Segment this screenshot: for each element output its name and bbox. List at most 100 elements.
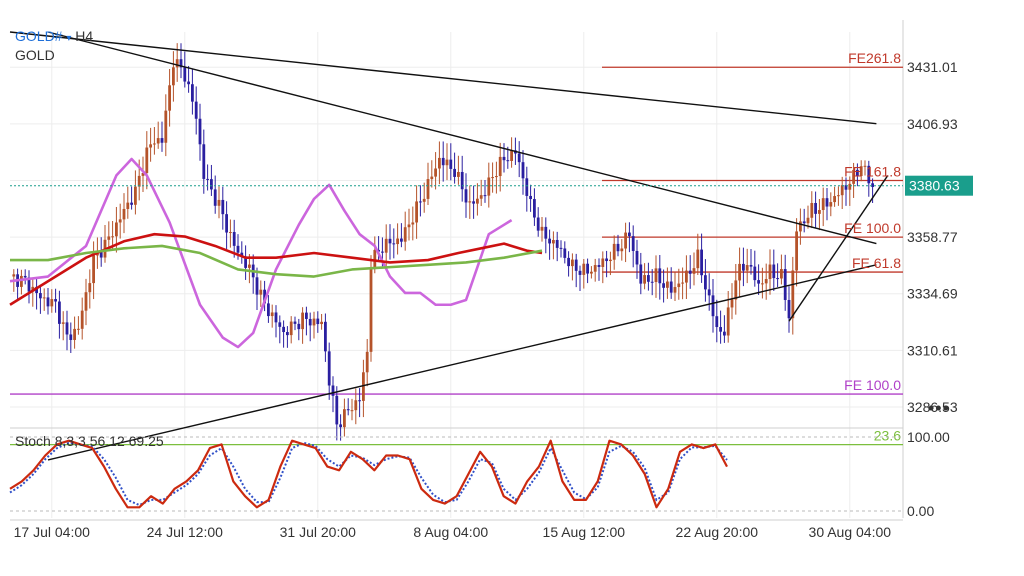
- candle-body: [381, 251, 384, 253]
- candle-body: [122, 208, 126, 220]
- candle-body: [529, 195, 532, 200]
- candle-body: [373, 249, 377, 269]
- candle-body: [616, 243, 620, 252]
- candle-body: [818, 210, 821, 214]
- candle-body: [476, 198, 479, 204]
- candle-body: [422, 198, 426, 202]
- candle-body: [601, 258, 605, 267]
- trendline: [9, 31, 877, 125]
- candle-body: [829, 202, 833, 207]
- candle-body: [540, 226, 544, 231]
- candle-body: [20, 275, 23, 287]
- candle-body: [145, 147, 149, 173]
- candle-body: [457, 171, 460, 177]
- time-axis-label: 17 Jul 04:00: [14, 524, 90, 540]
- moving-average-line: [9, 232, 543, 306]
- candle-body: [487, 177, 491, 196]
- timeframe-label: H4: [75, 28, 94, 44]
- candle-body: [407, 224, 411, 228]
- candle-body: [521, 162, 525, 179]
- candle-body: [590, 271, 593, 274]
- candle-body: [308, 318, 312, 326]
- candle-body: [453, 168, 456, 177]
- candle-body: [12, 274, 16, 277]
- candle-body: [559, 247, 563, 249]
- candle-body: [419, 201, 422, 203]
- stoch-axis-label: 100.00: [907, 429, 950, 445]
- candle-body: [335, 395, 339, 425]
- price-axis-label: 3310.61: [907, 342, 958, 358]
- candle-body: [810, 202, 814, 218]
- candle-body: [343, 409, 346, 428]
- candle-body: [134, 186, 137, 205]
- candle-body: [764, 279, 768, 284]
- more-menu-icon[interactable]: •••: [928, 398, 950, 418]
- stoch-main-line: [9, 439, 728, 509]
- candle-body: [821, 198, 825, 211]
- candle-body: [525, 178, 529, 196]
- candle-body: [840, 185, 844, 196]
- candle-body: [312, 318, 316, 326]
- candle-body: [586, 263, 589, 274]
- candle-body: [658, 268, 662, 284]
- candle-body: [183, 67, 187, 82]
- candle-body: [293, 321, 297, 324]
- candle-body: [620, 248, 624, 252]
- candle-body: [39, 293, 42, 299]
- fib-level-label: FE 161.8: [844, 163, 901, 179]
- chevron-down-icon[interactable]: ▾: [66, 33, 72, 44]
- candle-body: [141, 172, 145, 176]
- candle-body: [54, 299, 57, 302]
- symbol-label: GOLD#: [15, 28, 63, 44]
- candle-body: [506, 160, 510, 162]
- candle-body: [639, 264, 643, 284]
- fib-level-label: 23.6: [874, 428, 901, 444]
- candle-body: [191, 84, 194, 102]
- trendline: [47, 264, 877, 461]
- price-axis-label: 3286.53: [907, 399, 958, 415]
- candle-body: [206, 178, 209, 180]
- candle-body: [848, 183, 852, 190]
- candle-body: [179, 59, 183, 68]
- candle-body: [669, 281, 673, 293]
- candle-body: [324, 321, 327, 352]
- candle-body: [426, 179, 430, 199]
- candle-body: [719, 327, 722, 332]
- candle-body: [863, 165, 867, 167]
- candle-body: [650, 281, 654, 283]
- candle-body: [711, 295, 715, 317]
- candle-body: [479, 195, 483, 199]
- candle-body: [365, 351, 369, 373]
- candle-body: [681, 282, 684, 284]
- time-axis-label: 31 Jul 20:00: [280, 524, 356, 540]
- candle-body: [213, 189, 217, 206]
- candle-body: [441, 157, 445, 166]
- candle-body: [46, 297, 50, 307]
- candle-body: [225, 214, 228, 233]
- candle-body: [635, 250, 639, 265]
- candle-body: [730, 299, 734, 308]
- candle-body: [270, 312, 274, 317]
- candle-body: [780, 269, 783, 279]
- candle-body: [156, 138, 160, 144]
- candle-body: [783, 269, 787, 300]
- candle-body: [130, 202, 133, 205]
- candle-body: [346, 409, 350, 411]
- time-axis-label: 30 Aug 04:00: [809, 524, 892, 540]
- candle-body: [84, 292, 88, 311]
- candle-body: [73, 328, 76, 340]
- candle-body: [331, 385, 335, 396]
- candle-body: [567, 257, 570, 267]
- candle-body: [164, 110, 168, 143]
- candle-body: [259, 289, 263, 295]
- current-price-tag: [905, 175, 973, 196]
- current-price-label: 3380.63: [909, 178, 960, 194]
- candle-body: [255, 277, 259, 295]
- candle-body: [362, 372, 365, 401]
- candle-body: [472, 201, 475, 204]
- symbol-title[interactable]: GOLD# ▾ H4: [15, 28, 93, 44]
- candle-body: [88, 283, 92, 293]
- candle-body: [137, 175, 141, 187]
- candle-body: [856, 169, 859, 177]
